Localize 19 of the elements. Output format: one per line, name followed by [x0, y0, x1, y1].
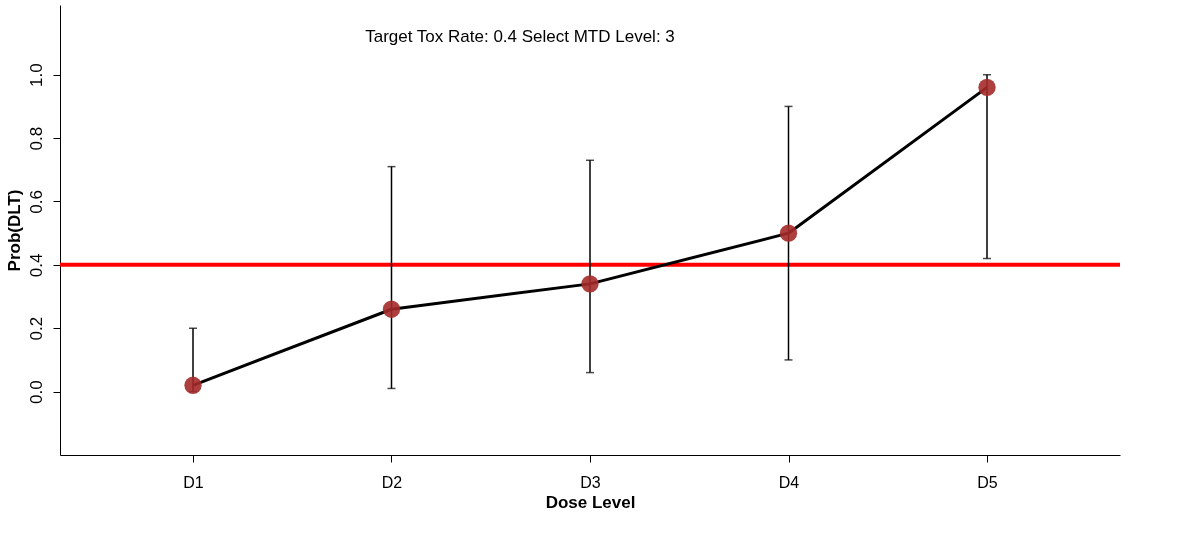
x-tick-label: D4	[778, 473, 800, 491]
point	[581, 275, 599, 293]
y-axis-title: Prob(DLT)	[4, 189, 24, 272]
point	[382, 300, 401, 318]
x-tick-label: D3	[580, 473, 601, 491]
point	[184, 376, 202, 394]
point	[978, 78, 996, 97]
y-tick-label: 1.0	[26, 63, 46, 88]
x-axis-title: Dose Level	[545, 492, 636, 512]
point	[779, 224, 798, 242]
x-tick-label: D2	[381, 473, 403, 491]
x-tick-label: D1	[183, 473, 204, 491]
y-tick-label: 0.6	[26, 190, 46, 214]
y-tick-label: 0.8	[26, 126, 46, 151]
x-tick-label: D5	[977, 473, 998, 491]
y-tick-label: 0.2	[26, 316, 46, 341]
text: Target Tox Rate: 0.4 Select MTD Level: 3	[365, 27, 675, 46]
y-tick-label: 0.4	[26, 253, 46, 278]
y-tick-label: 0.0	[26, 380, 46, 404]
